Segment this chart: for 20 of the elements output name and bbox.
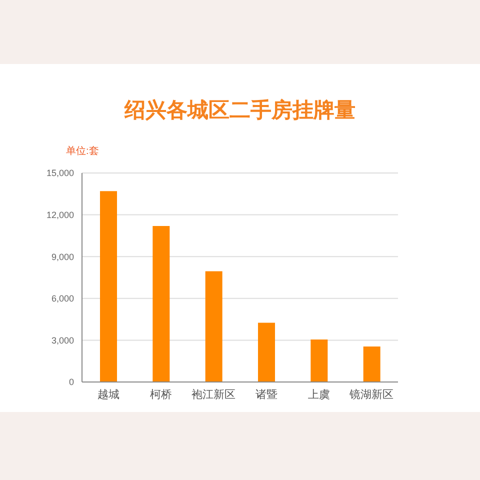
y-tick-label: 9,000 — [51, 252, 74, 262]
bar — [258, 322, 275, 382]
x-tick-label: 越城 — [97, 388, 120, 401]
y-tick-label: 12,000 — [46, 210, 74, 220]
y-tick-label: 0 — [68, 377, 74, 388]
x-tick-label: 柯桥 — [150, 388, 172, 401]
y-tick-label: 3,000 — [51, 335, 74, 346]
y-tick-label: 15,000 — [46, 168, 74, 178]
y-axis-title: 单位:套 — [66, 146, 99, 158]
x-tick-label: 袍江新区 — [192, 388, 236, 401]
chart-title: 绍兴各城区二手房挂牌量 — [123, 98, 356, 124]
x-tick-label: 诸暨 — [255, 388, 278, 401]
x-tick-label: 镜湖新区 — [348, 388, 394, 401]
bar — [100, 191, 117, 382]
y-tick-label: 6,000 — [51, 294, 74, 304]
bar — [205, 271, 222, 382]
x-tick-label: 上虞 — [308, 388, 330, 401]
bar — [310, 340, 328, 382]
bar — [363, 346, 380, 382]
bar — [152, 226, 170, 382]
